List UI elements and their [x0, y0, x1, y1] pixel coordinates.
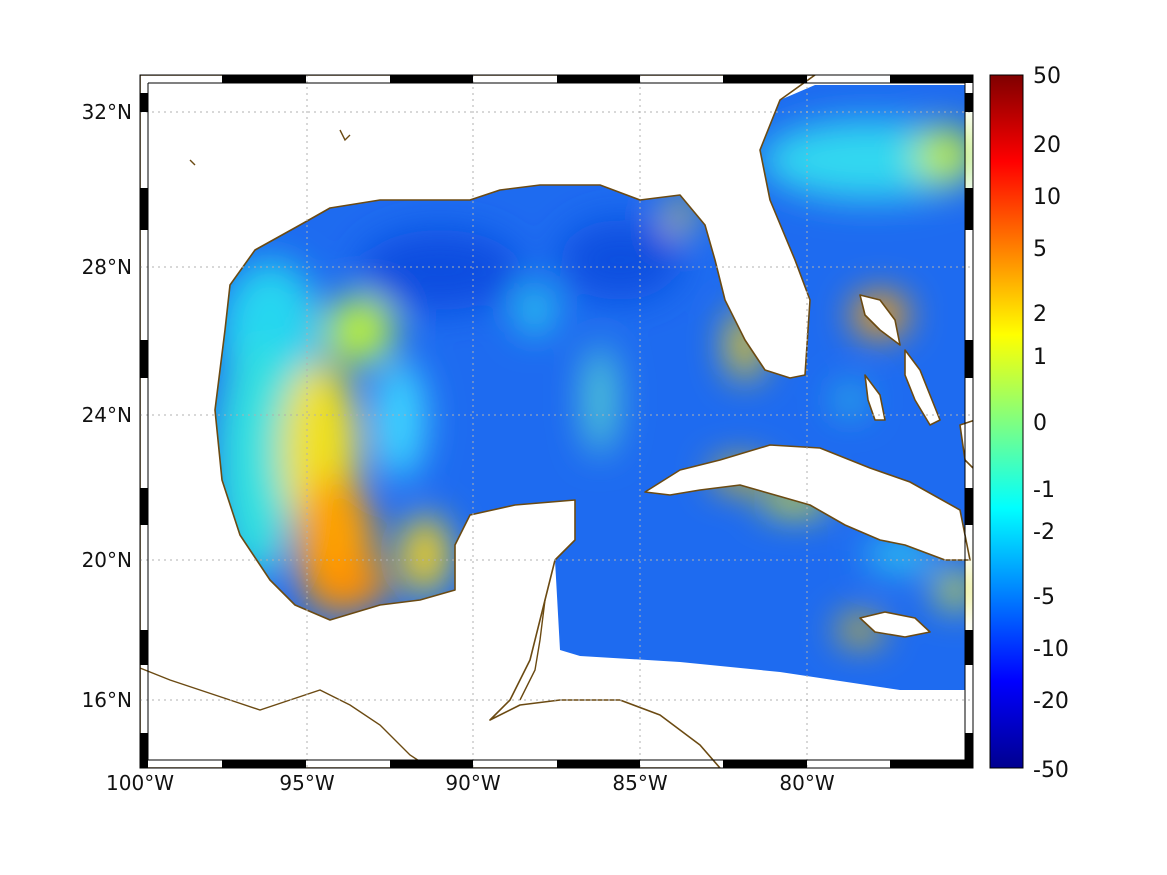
hispaniola-edge: [959, 419, 973, 470]
colorbar-label: -1: [1033, 478, 1055, 503]
map-frame: [139, 74, 974, 769]
x-tick-labels: 100°W 95°W 90°W 85°W 80°W: [106, 771, 835, 795]
colorbar-label: -20: [1033, 689, 1069, 714]
bahamas-a: [859, 294, 901, 346]
colorbar-labels: 50 20 10 5 2 1 0 -1 -2 -5 -10 -20 -50: [1033, 64, 1069, 783]
colorbar-label: 50: [1033, 64, 1061, 89]
colorbar: 50 20 10 5 2 1 0 -1 -2 -5 -10 -20 -50: [989, 64, 1069, 783]
y-tick-label: 28°N: [82, 255, 132, 279]
y-tick-label: 20°N: [82, 548, 132, 572]
us-coast: [140, 75, 816, 768]
x-tick-label: 95°W: [279, 771, 334, 795]
colorbar-label: 10: [1033, 185, 1061, 210]
colorbar-label: 5: [1033, 237, 1047, 262]
y-tick-label: 32°N: [82, 100, 132, 124]
y-tick-label: 24°N: [82, 403, 132, 427]
bahamas-c: [864, 374, 886, 421]
graticule: [140, 75, 973, 768]
colorbar-label: 2: [1033, 302, 1047, 327]
colorbar-label: -10: [1033, 637, 1069, 662]
colorbar-label: -5: [1033, 585, 1055, 610]
colorbar-gradient: [989, 74, 1024, 769]
y-tick-labels: 32°N 28°N 24°N 20°N 16°N: [82, 100, 132, 712]
x-tick-label: 90°W: [445, 771, 500, 795]
field-anomalies: [215, 120, 973, 644]
map-plot-area: [140, 75, 973, 768]
bahamas-b: [904, 349, 941, 426]
x-tick-label: 85°W: [612, 771, 667, 795]
y-tick-label: 16°N: [82, 688, 132, 712]
jamaica: [859, 611, 931, 638]
x-tick-label: 80°W: [779, 771, 834, 795]
colorbar-label: -2: [1033, 520, 1055, 545]
colorbar-label: -50: [1033, 758, 1069, 783]
colorbar-label: 20: [1033, 133, 1061, 158]
x-tick-label: 100°W: [106, 771, 174, 795]
colorbar-label: 0: [1033, 411, 1047, 436]
colorbar-label: 1: [1033, 345, 1047, 370]
